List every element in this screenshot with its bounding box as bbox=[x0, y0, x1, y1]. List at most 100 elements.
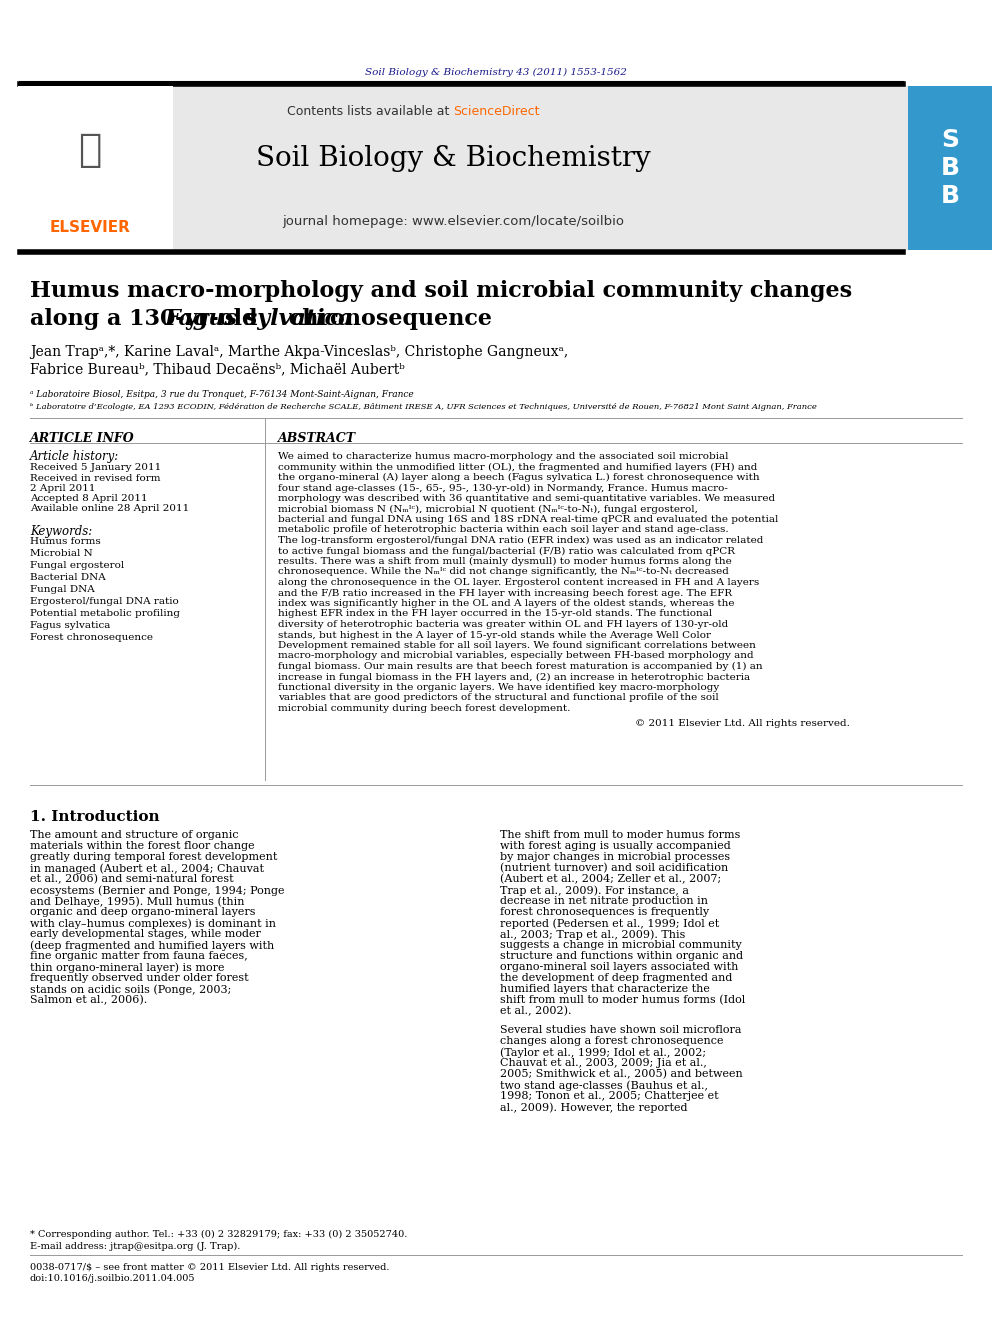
Text: thin organo-mineral layer) is more: thin organo-mineral layer) is more bbox=[30, 962, 224, 972]
Text: Humus forms: Humus forms bbox=[30, 537, 101, 546]
Text: Chauvat et al., 2003, 2009; Jia et al.,: Chauvat et al., 2003, 2009; Jia et al., bbox=[500, 1058, 707, 1068]
Text: suggests a change in microbial community: suggests a change in microbial community bbox=[500, 941, 742, 950]
Text: We aimed to characterize humus macro-morphology and the associated soil microbia: We aimed to characterize humus macro-mor… bbox=[278, 452, 728, 460]
Text: Available online 28 April 2011: Available online 28 April 2011 bbox=[30, 504, 189, 513]
Text: the organo-mineral (A) layer along a beech (Fagus sylvatica L.) forest chronoseq: the organo-mineral (A) layer along a bee… bbox=[278, 474, 760, 482]
Text: fine organic matter from fauna faeces,: fine organic matter from fauna faeces, bbox=[30, 951, 248, 960]
Text: ELSEVIER: ELSEVIER bbox=[50, 220, 130, 235]
Text: ecosystems (Bernier and Ponge, 1994; Ponge: ecosystems (Bernier and Ponge, 1994; Pon… bbox=[30, 885, 285, 896]
Text: Humus macro-morphology and soil microbial community changes: Humus macro-morphology and soil microbia… bbox=[30, 280, 852, 302]
Text: ᵃ Laboratoire Biosol, Esitpa, 3 rue du Tronquet, F-76134 Mont-Saint-Aignan, Fran: ᵃ Laboratoire Biosol, Esitpa, 3 rue du T… bbox=[30, 390, 414, 400]
Text: Accepted 8 April 2011: Accepted 8 April 2011 bbox=[30, 493, 148, 503]
Text: 1998; Tonon et al., 2005; Chatterjee et: 1998; Tonon et al., 2005; Chatterjee et bbox=[500, 1091, 718, 1101]
Text: Potential metabolic profiling: Potential metabolic profiling bbox=[30, 609, 180, 618]
Text: to active fungal biomass and the fungal/bacterial (F/B) ratio was calculated fro: to active fungal biomass and the fungal/… bbox=[278, 546, 735, 556]
Text: bacterial and fungal DNA using 16S and 18S rDNA real-time qPCR and evaluated the: bacterial and fungal DNA using 16S and 1… bbox=[278, 515, 779, 524]
Text: Fagus sylvatica: Fagus sylvatica bbox=[30, 620, 110, 630]
Text: Development remained stable for all soil layers. We found significant correlatio: Development remained stable for all soil… bbox=[278, 642, 756, 650]
Text: Article history:: Article history: bbox=[30, 450, 119, 463]
Text: variables that are good predictors of the structural and functional profile of t: variables that are good predictors of th… bbox=[278, 693, 719, 703]
Bar bbox=[908, 86, 992, 250]
Text: Fabrice Bureauᵇ, Thibaud Decaënsᵇ, Michaël Aubertᵇ: Fabrice Bureauᵇ, Thibaud Decaënsᵇ, Micha… bbox=[30, 363, 405, 376]
Text: © 2011 Elsevier Ltd. All rights reserved.: © 2011 Elsevier Ltd. All rights reserved… bbox=[635, 720, 850, 729]
Text: Bacterial DNA: Bacterial DNA bbox=[30, 573, 106, 582]
Text: Soil Biology & Biochemistry: Soil Biology & Biochemistry bbox=[256, 146, 651, 172]
Text: Fagus sylvatica: Fagus sylvatica bbox=[165, 308, 353, 329]
Text: Trap et al., 2009). For instance, a: Trap et al., 2009). For instance, a bbox=[500, 885, 689, 896]
Text: increase in fungal biomass in the FH layers and, (2) an increase in heterotrophi: increase in fungal biomass in the FH lay… bbox=[278, 672, 750, 681]
Text: macro-morphology and microbial variables, especially between FH-based morphology: macro-morphology and microbial variables… bbox=[278, 651, 754, 660]
Text: chronosequence. While the Nₘᴵᶜ did not change significantly, the Nₘᴵᶜ-to-Nₜ decr: chronosequence. While the Nₘᴵᶜ did not c… bbox=[278, 568, 729, 577]
Text: highest EFR index in the FH layer occurred in the 15-yr-old stands. The function: highest EFR index in the FH layer occurr… bbox=[278, 610, 712, 618]
Text: (deep fragmented and humified layers with: (deep fragmented and humified layers wit… bbox=[30, 941, 274, 950]
Text: doi:10.1016/j.soilbio.2011.04.005: doi:10.1016/j.soilbio.2011.04.005 bbox=[30, 1274, 195, 1283]
Text: Forest chronosequence: Forest chronosequence bbox=[30, 632, 153, 642]
Bar bbox=[18, 86, 173, 250]
Text: decrease in net nitrate production in: decrease in net nitrate production in bbox=[500, 896, 708, 906]
Text: humified layers that characterize the: humified layers that characterize the bbox=[500, 984, 710, 994]
Text: stands, but highest in the A layer of 15-yr-old stands while the Average Well Co: stands, but highest in the A layer of 15… bbox=[278, 631, 711, 639]
Text: (Aubert et al., 2004; Zeller et al., 2007;: (Aubert et al., 2004; Zeller et al., 200… bbox=[500, 875, 721, 884]
Text: Received 5 January 2011: Received 5 January 2011 bbox=[30, 463, 162, 472]
Text: Received in revised form: Received in revised form bbox=[30, 474, 161, 483]
Text: organo-mineral soil layers associated with: organo-mineral soil layers associated wi… bbox=[500, 962, 738, 972]
Text: ARTICLE INFO: ARTICLE INFO bbox=[30, 433, 135, 445]
Text: The shift from mull to moder humus forms: The shift from mull to moder humus forms bbox=[500, 830, 740, 840]
Text: 🌳: 🌳 bbox=[78, 131, 102, 169]
Text: Salmon et al., 2006).: Salmon et al., 2006). bbox=[30, 995, 147, 1005]
Text: microbial community during beech forest development.: microbial community during beech forest … bbox=[278, 704, 570, 713]
Text: journal homepage: www.elsevier.com/locate/soilbio: journal homepage: www.elsevier.com/locat… bbox=[282, 216, 624, 228]
Text: forest chronosequences is frequently: forest chronosequences is frequently bbox=[500, 908, 709, 917]
Text: The log-transform ergosterol/fungal DNA ratio (EFR index) was used as an indicat: The log-transform ergosterol/fungal DNA … bbox=[278, 536, 764, 545]
Text: * Corresponding author. Tel.: +33 (0) 2 32829179; fax: +33 (0) 2 35052740.: * Corresponding author. Tel.: +33 (0) 2 … bbox=[30, 1230, 408, 1240]
Text: microbial biomass N (Nₘᴵᶜ), microbial N quotient (Nₘᴵᶜ-to-Nₜ), fungal ergosterol: microbial biomass N (Nₘᴵᶜ), microbial N … bbox=[278, 504, 698, 513]
Text: with forest aging is usually accompanied: with forest aging is usually accompanied bbox=[500, 841, 731, 851]
Text: Fungal DNA: Fungal DNA bbox=[30, 585, 95, 594]
Text: community within the unmodified litter (OL), the fragmented and humified layers : community within the unmodified litter (… bbox=[278, 463, 757, 471]
Text: 2 April 2011: 2 April 2011 bbox=[30, 484, 95, 493]
Text: with clay–humus complexes) is dominant in: with clay–humus complexes) is dominant i… bbox=[30, 918, 276, 929]
Text: Microbial N: Microbial N bbox=[30, 549, 92, 558]
Text: 2005; Smithwick et al., 2005) and between: 2005; Smithwick et al., 2005) and betwee… bbox=[500, 1069, 743, 1080]
Text: index was significantly higher in the OL and A layers of the oldest stands, wher: index was significantly higher in the OL… bbox=[278, 599, 734, 609]
Text: and the F/B ratio increased in the FH layer with increasing beech forest age. Th: and the F/B ratio increased in the FH la… bbox=[278, 589, 732, 598]
Text: early developmental stages, while moder: early developmental stages, while moder bbox=[30, 929, 261, 939]
Text: Jean Trapᵃ,*, Karine Lavalᵃ, Marthe Akpa-Vinceslasᵇ, Christophe Gangneuxᵃ,: Jean Trapᵃ,*, Karine Lavalᵃ, Marthe Akpa… bbox=[30, 345, 568, 359]
Text: along the chronosequence in the OL layer. Ergosterol content increased in FH and: along the chronosequence in the OL layer… bbox=[278, 578, 759, 587]
Text: diversity of heterotrophic bacteria was greater within OL and FH layers of 130-y: diversity of heterotrophic bacteria was … bbox=[278, 620, 728, 628]
Text: al., 2003; Trap et al., 2009). This: al., 2003; Trap et al., 2009). This bbox=[500, 929, 685, 939]
Text: Fungal ergosterol: Fungal ergosterol bbox=[30, 561, 124, 570]
Text: The amount and structure of organic: The amount and structure of organic bbox=[30, 830, 239, 840]
Text: and Delhaye, 1995). Mull humus (thin: and Delhaye, 1995). Mull humus (thin bbox=[30, 896, 244, 906]
Text: et al., 2006) and semi-natural forest: et al., 2006) and semi-natural forest bbox=[30, 875, 234, 884]
Text: 0038-0717/$ – see front matter © 2011 Elsevier Ltd. All rights reserved.: 0038-0717/$ – see front matter © 2011 El… bbox=[30, 1263, 390, 1271]
Bar bbox=[18, 86, 908, 250]
Text: shift from mull to moder humus forms (Idol: shift from mull to moder humus forms (Id… bbox=[500, 995, 745, 1005]
Text: Keywords:: Keywords: bbox=[30, 525, 92, 538]
Text: 1. Introduction: 1. Introduction bbox=[30, 810, 160, 824]
Text: two stand age-classes (Bauhus et al.,: two stand age-classes (Bauhus et al., bbox=[500, 1080, 708, 1090]
Text: morphology was described with 36 quantitative and semi-quantitative variables. W: morphology was described with 36 quantit… bbox=[278, 493, 775, 503]
Text: et al., 2002).: et al., 2002). bbox=[500, 1005, 571, 1016]
Text: changes along a forest chronosequence: changes along a forest chronosequence bbox=[500, 1036, 723, 1046]
Text: organic and deep organo-mineral layers: organic and deep organo-mineral layers bbox=[30, 908, 256, 917]
Text: functional diversity in the organic layers. We have identified key macro-morphol: functional diversity in the organic laye… bbox=[278, 683, 719, 692]
Text: four stand age-classes (15-, 65-, 95-, 130-yr-old) in Normandy, France. Humus ma: four stand age-classes (15-, 65-, 95-, 1… bbox=[278, 483, 728, 492]
Text: reported (Pedersen et al., 1999; Idol et: reported (Pedersen et al., 1999; Idol et bbox=[500, 918, 719, 929]
Text: (nutrient turnover) and soil acidification: (nutrient turnover) and soil acidificati… bbox=[500, 863, 728, 873]
Text: Contents lists available at: Contents lists available at bbox=[287, 105, 453, 118]
Text: stands on acidic soils (Ponge, 2003;: stands on acidic soils (Ponge, 2003; bbox=[30, 984, 231, 995]
Text: materials within the forest floor change: materials within the forest floor change bbox=[30, 841, 255, 851]
Text: ScienceDirect: ScienceDirect bbox=[453, 105, 540, 118]
Text: chronosequence: chronosequence bbox=[281, 308, 492, 329]
Text: metabolic profile of heterotrophic bacteria within each soil layer and stand age: metabolic profile of heterotrophic bacte… bbox=[278, 525, 729, 534]
Text: ᵇ Laboratoire d’Ecologie, EA 1293 ECODIN, Fédération de Recherche SCALE, Bâtimen: ᵇ Laboratoire d’Ecologie, EA 1293 ECODIN… bbox=[30, 404, 816, 411]
Text: results. There was a shift from mull (mainly dysmull) to moder humus forms along: results. There was a shift from mull (ma… bbox=[278, 557, 732, 566]
Text: al., 2009). However, the reported: al., 2009). However, the reported bbox=[500, 1102, 687, 1113]
Text: ABSTRACT: ABSTRACT bbox=[278, 433, 356, 445]
Text: the development of deep fragmented and: the development of deep fragmented and bbox=[500, 972, 732, 983]
Text: by major changes in microbial processes: by major changes in microbial processes bbox=[500, 852, 730, 863]
Text: E-mail address: jtrap@esitpa.org (J. Trap).: E-mail address: jtrap@esitpa.org (J. Tra… bbox=[30, 1242, 240, 1252]
Text: Soil Biology & Biochemistry 43 (2011) 1553-1562: Soil Biology & Biochemistry 43 (2011) 15… bbox=[365, 67, 627, 77]
Text: frequently observed under older forest: frequently observed under older forest bbox=[30, 972, 249, 983]
